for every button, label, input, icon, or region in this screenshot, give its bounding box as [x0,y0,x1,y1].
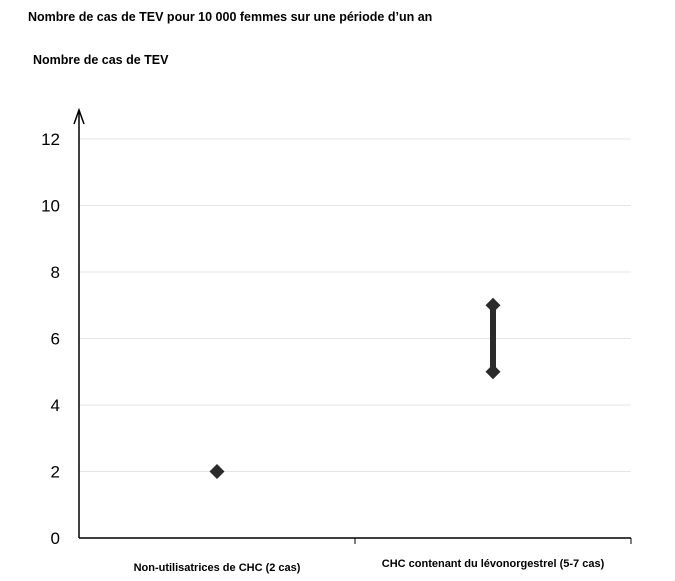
x-ticks: Non-utilisatrices de CHC (2 cas) CHC cont… [134,538,632,574]
y-axis-label: Nombre de cas de TEV [33,53,169,67]
chart-title: Nombre de cas de TEV pour 10 000 femmes … [28,10,433,24]
range-high-point [485,297,501,313]
y-tick-label: 8 [51,263,60,282]
y-axis-arrow [73,107,85,125]
y-tick-label: 10 [41,197,60,216]
y-tick-label: 6 [51,330,60,349]
y-tick-label: 12 [41,130,60,149]
data-point [209,464,225,479]
axes [73,107,631,539]
y-tick-label: 0 [51,529,60,548]
y-ticks: 0 2 4 6 8 10 12 [41,130,60,548]
x-category-label: Non-utilisatrices de CHC (2 cas) [134,562,301,574]
range-low-point [485,364,501,380]
data-marks [209,297,501,479]
grid-lines [79,138,631,472]
x-category-label: CHC contenant du lévonorgestrel (5-7 cas… [382,558,605,570]
y-tick-label: 4 [51,396,60,415]
y-tick-label: 2 [51,463,60,482]
